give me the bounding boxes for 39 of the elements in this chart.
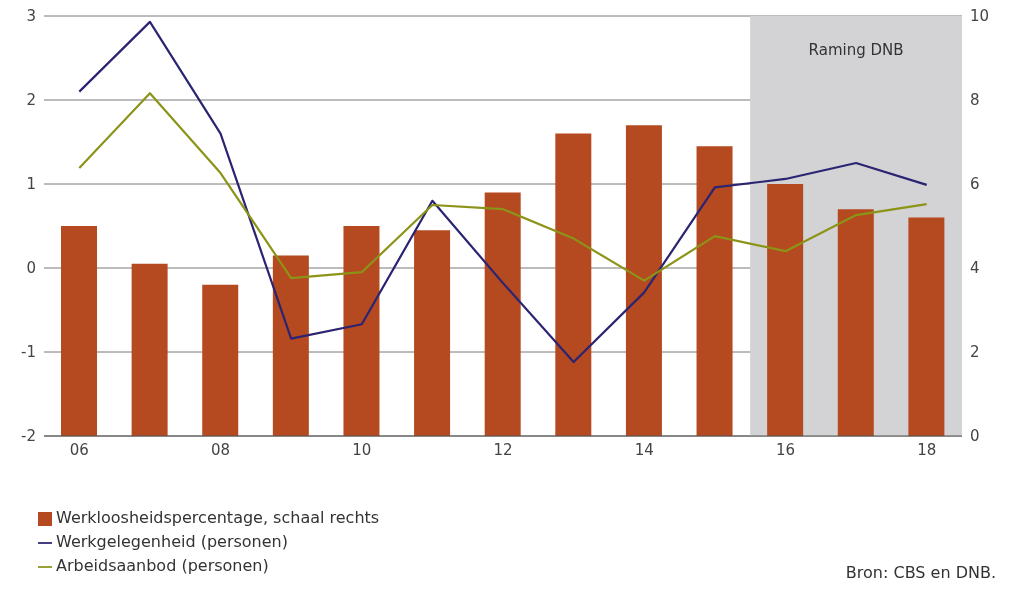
bar bbox=[696, 146, 733, 436]
y2-tick-label: 6 bbox=[970, 175, 980, 194]
bar bbox=[414, 230, 451, 436]
legend-label: Werkloosheidspercentage, schaal rechts bbox=[56, 508, 380, 527]
x-tick-label: 18 bbox=[917, 440, 937, 459]
x-tick-label: 14 bbox=[634, 440, 654, 459]
y2-tick-label: 4 bbox=[970, 259, 980, 278]
bar bbox=[484, 192, 521, 436]
bar bbox=[837, 209, 874, 436]
line-series bbox=[78, 92, 928, 282]
bar bbox=[272, 255, 309, 436]
bar bbox=[767, 184, 804, 436]
legend-label: Werkgelegenheid (personen) bbox=[56, 532, 288, 551]
text: Bron: CBS en DNB. bbox=[845, 563, 996, 582]
x-tick-label: 12 bbox=[493, 440, 513, 459]
band-label: Raming DNB bbox=[808, 40, 904, 59]
y2-tick-label: 8 bbox=[970, 91, 980, 110]
x-tick-label: 08 bbox=[210, 440, 231, 459]
y-tick-label: 1 bbox=[26, 175, 36, 194]
x-tick-label: 06 bbox=[69, 440, 89, 459]
y2-tick-label: 0 bbox=[970, 427, 980, 446]
y-tick-label: 0 bbox=[26, 259, 36, 278]
legend-label: Arbeidsaanbod (personen) bbox=[56, 556, 269, 575]
line-series bbox=[78, 20, 928, 364]
bar bbox=[343, 226, 380, 436]
bar bbox=[61, 226, 97, 436]
y2-tick-label: 2 bbox=[970, 343, 980, 362]
y-tick-label: -2 bbox=[21, 427, 36, 446]
bar bbox=[908, 217, 945, 436]
y-tick-label: 3 bbox=[26, 7, 36, 26]
bar bbox=[202, 284, 239, 436]
x-tick-label: 16 bbox=[775, 440, 796, 459]
bar bbox=[625, 125, 662, 436]
x-tick-label: 10 bbox=[352, 440, 372, 459]
y2-tick-label: 10 bbox=[970, 7, 990, 26]
y-tick-label: -1 bbox=[21, 343, 36, 362]
y-tick-label: 2 bbox=[26, 91, 36, 110]
bar bbox=[131, 263, 168, 436]
bar bbox=[555, 133, 592, 436]
